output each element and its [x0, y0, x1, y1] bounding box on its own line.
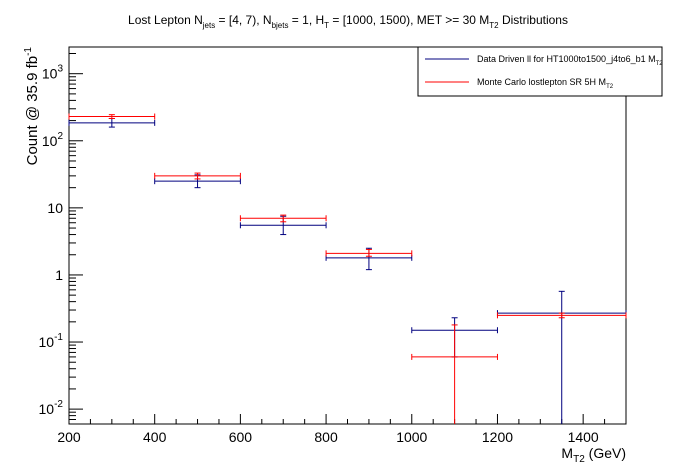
- series-0: [68, 117, 627, 424]
- data-point: [496, 312, 627, 319]
- y-axis-label-superscript: -1: [23, 47, 34, 56]
- y-tick-base: 10: [42, 66, 58, 82]
- title-part: Distributions: [499, 13, 568, 27]
- data-point: [68, 113, 156, 120]
- title-part: = [4, 7), N: [215, 13, 271, 27]
- x-tick-label: 400: [143, 429, 167, 445]
- title-part: = [1000, 1500), MET >= 30 M: [329, 13, 489, 27]
- y-tick-base: 10: [39, 401, 55, 417]
- data-point: [154, 174, 241, 189]
- y-tick-exponent: 2: [57, 131, 63, 142]
- chart-title: Lost Lepton Njets = [4, 7), Nbjets = 1, …: [128, 13, 568, 30]
- plot-frame: [68, 46, 627, 425]
- x-tick-label: 1200: [482, 429, 513, 445]
- y-tick-label: 103: [42, 64, 64, 82]
- x-tick-label: 600: [229, 429, 253, 445]
- legend-entry-subscript: T2: [656, 61, 664, 67]
- legend-box: [417, 46, 663, 97]
- legend-entry-label: Monte Carlo lostlepton SR 5H M: [477, 77, 606, 87]
- x-axis-label-unit: (GeV): [585, 445, 626, 461]
- axis-ticks: 200 400 600 800 1000 1200 140010-210-111010210…: [39, 53, 627, 445]
- y-tick-label: 1: [55, 267, 63, 283]
- y-tick-exponent: 3: [57, 64, 63, 75]
- y-axis-label: Count @ 35.9 fb-1: [23, 47, 41, 166]
- y-tick-exponent: -2: [54, 399, 63, 410]
- x-tick-label: 1400: [568, 429, 599, 445]
- title-part: = 1, H: [288, 13, 324, 27]
- y-tick-label: 102: [42, 131, 64, 149]
- data-point: [68, 117, 156, 128]
- y-tick-base: 10: [47, 200, 63, 216]
- title-subscript: bjets: [272, 21, 289, 30]
- legend-entry-monte-carlo: Monte Carlo lostlepton SR 5H MT2: [477, 77, 614, 90]
- y-tick-base: 10: [42, 133, 58, 149]
- data-point: [239, 215, 327, 236]
- series-layer: [68, 113, 627, 424]
- legend-entry-data-driven: Data Driven ll for HT1000to1500_j4to6_b1…: [477, 54, 663, 67]
- y-tick-label: 10-2: [39, 399, 64, 417]
- title-subscript: T2: [489, 21, 499, 30]
- title-subscript: jets: [202, 21, 215, 30]
- data-point: [154, 172, 241, 180]
- y-axis-label-main: Count @ 35.9 fb: [24, 56, 41, 165]
- data-point: [411, 324, 498, 424]
- y-tick-label: 10-1: [39, 332, 64, 350]
- title-subscript: T: [324, 21, 329, 30]
- legend-entry-subscript: T2: [606, 84, 614, 90]
- x-tick-label: 200: [57, 429, 81, 445]
- x-axis-label-subscript: T2: [573, 454, 585, 465]
- x-axis-label: MT2 (GeV): [561, 445, 626, 465]
- y-tick-label: 10: [47, 200, 63, 216]
- data-point: [496, 290, 627, 424]
- x-tick-label: 1000: [396, 429, 427, 445]
- y-tick-base: 10: [39, 334, 55, 350]
- series-1: [68, 113, 627, 424]
- data-point: [325, 248, 413, 257]
- legend-entry-label: Data Driven ll for HT1000to1500_j4to6_b1…: [477, 54, 656, 64]
- x-tick-label: 800: [314, 429, 338, 445]
- title-part: Lost Lepton N: [128, 13, 203, 27]
- y-tick-exponent: -1: [54, 332, 63, 343]
- y-tick-base: 1: [55, 267, 63, 283]
- data-point: [239, 214, 327, 223]
- x-axis-label-main: M: [561, 445, 573, 461]
- legend: Data Driven ll for HT1000to1500_j4to6_b1…: [417, 46, 663, 97]
